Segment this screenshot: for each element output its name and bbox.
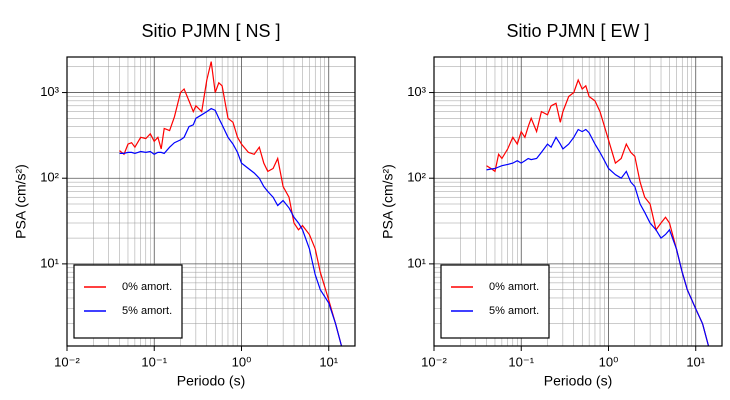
plot-frame — [66, 56, 356, 347]
y-tick-label: 10³ — [40, 84, 59, 99]
x-tick-label: 10⁻¹ — [141, 354, 167, 369]
x-tick-label: 10⁻² — [54, 354, 80, 369]
x-axis-label: Periodo (s) — [544, 373, 612, 389]
x-tick-label: 10⁻¹ — [508, 354, 534, 369]
legend-label: 0% amort. — [489, 281, 539, 293]
legend-box — [440, 264, 550, 339]
x-tick-label: 10¹ — [319, 354, 338, 369]
series-line — [486, 128, 710, 347]
y-tick-label: 10² — [40, 170, 59, 185]
x-tick-label: 10⁻² — [421, 354, 447, 369]
series-line — [119, 61, 343, 347]
legend-box — [73, 264, 183, 339]
y-axis-label: PSA (cm/s²) — [13, 164, 29, 239]
legend-label: 5% amort. — [122, 305, 172, 317]
x-tick-label: 10⁰ — [599, 354, 619, 369]
y-tick-label: 10² — [407, 170, 426, 185]
legend-label: 0% amort. — [122, 281, 172, 293]
y-tick-label: 10¹ — [40, 255, 59, 270]
x-tick-label: 10⁰ — [232, 354, 252, 369]
series-line — [486, 78, 710, 347]
x-tick-label: 10¹ — [686, 354, 705, 369]
y-tick-label: 10³ — [407, 84, 426, 99]
chart-title: Sitio PJMN [ NS ] — [141, 21, 280, 41]
chart-title: Sitio PJMN [ EW ] — [506, 21, 649, 41]
y-axis-label: PSA (cm/s²) — [380, 164, 396, 239]
y-tick-label: 10¹ — [407, 255, 426, 270]
series-line — [119, 107, 343, 347]
legend-label: 5% amort. — [489, 305, 539, 317]
plot-frame — [433, 56, 723, 347]
x-axis-label: Periodo (s) — [177, 373, 245, 389]
